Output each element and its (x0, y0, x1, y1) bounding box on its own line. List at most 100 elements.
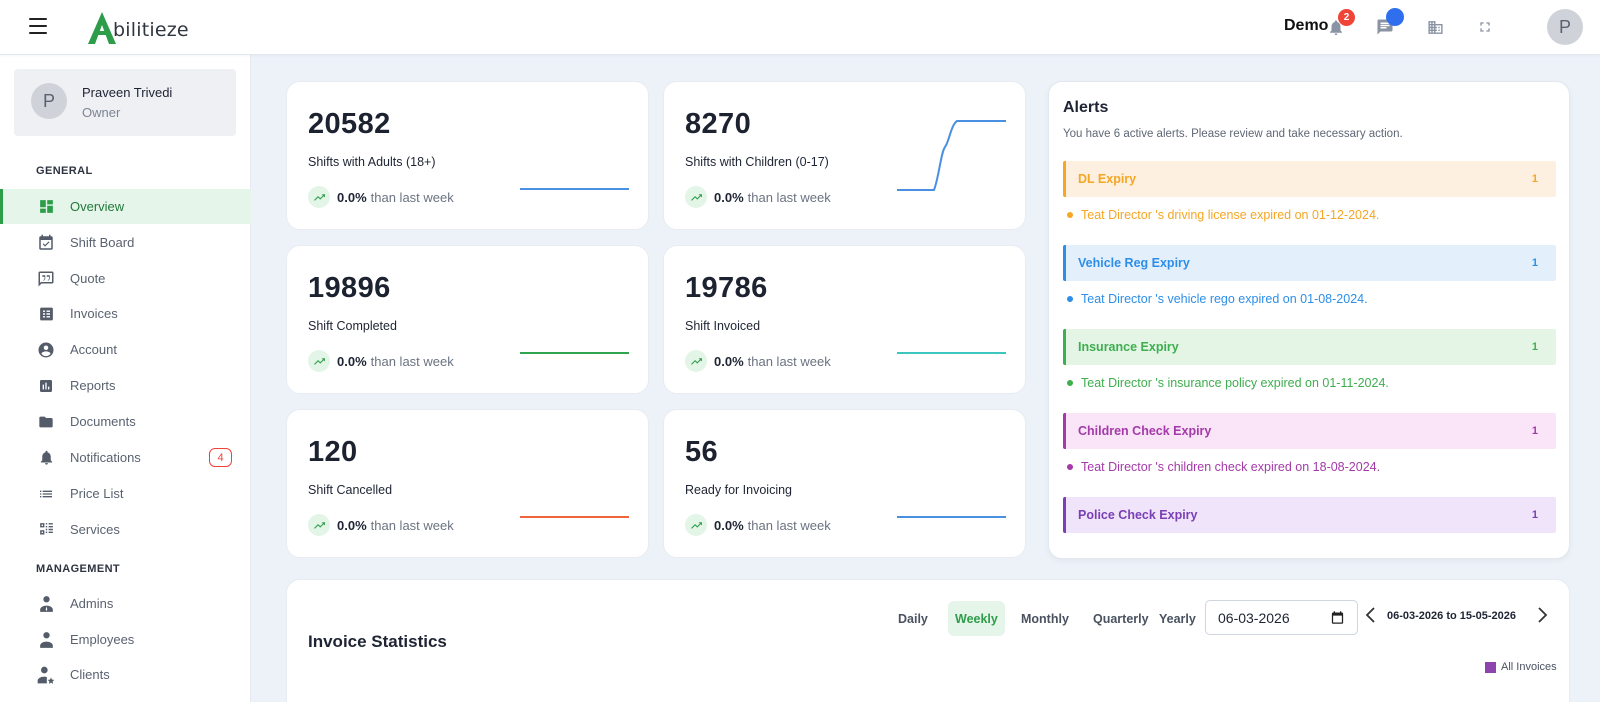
sparkline (897, 352, 1006, 354)
sidebar-item-admins[interactable]: Admins (0, 586, 251, 621)
trending-up-icon (308, 514, 330, 536)
sidebar-item-documents[interactable]: Documents (0, 404, 251, 439)
sidebar-item-shift-board[interactable]: Shift Board (0, 225, 251, 260)
chevron-right-icon[interactable] (1536, 607, 1548, 623)
stat-change: 0.0% (714, 189, 744, 205)
date-input[interactable]: 06-03-2026 (1205, 600, 1358, 635)
stat-card-ready-for-invoicing[interactable]: 56 Ready for Invoicing 0.0% than last we… (663, 409, 1026, 558)
alert-group-title: Insurance Expiry (1078, 340, 1179, 354)
sidebar: P Praveen Trivedi Owner GENERAL Overview… (0, 55, 251, 702)
chevron-left-icon[interactable] (1365, 607, 1377, 623)
period-monthly[interactable]: Monthly (1021, 611, 1069, 626)
sidebar-item-reports[interactable]: Reports (0, 368, 251, 403)
trending-up-icon (308, 186, 330, 208)
profile-name: Praveen Trivedi (82, 85, 173, 100)
bell-icon (36, 448, 56, 468)
fullscreen-icon[interactable] (1472, 14, 1498, 40)
sidebar-item-employees[interactable]: Employees (0, 622, 251, 657)
alert-group-insurance-expiry[interactable]: Insurance Expiry 1 (1063, 329, 1556, 365)
alert-message: Teat Director 's driving license expired… (1081, 208, 1380, 222)
sidebar-item-label: Employees (70, 632, 135, 647)
stat-change-text: than last week (370, 353, 454, 369)
avatar: P (31, 83, 67, 119)
trending-up-icon (685, 514, 707, 536)
bullet-dot (1067, 296, 1073, 302)
account-circle-icon (36, 340, 56, 360)
sidebar-item-invoices[interactable]: Invoices (0, 296, 251, 331)
logo[interactable]: bilitieze (88, 10, 189, 44)
stat-value: 120 (308, 436, 358, 468)
stat-label: Shift Completed (308, 319, 397, 333)
trending-up-icon (685, 186, 707, 208)
chat-icon[interactable] (1372, 8, 1404, 40)
notification-badge: 2 (1338, 9, 1355, 26)
alert-group-police-check-expiry[interactable]: Police Check Expiry 1 (1063, 497, 1556, 533)
stat-card-cancelled[interactable]: 120 Shift Cancelled 0.0% than last week (286, 409, 649, 558)
stat-label: Shifts with Children (0-17) (685, 155, 829, 169)
alert-group-title: Children Check Expiry (1078, 424, 1212, 438)
stat-change: 0.0% (714, 517, 744, 533)
profile-card[interactable]: P Praveen Trivedi Owner (14, 69, 236, 136)
user-avatar[interactable]: P (1547, 9, 1583, 45)
sidebar-item-notifications[interactable]: Notifications 4 (0, 440, 251, 475)
sparkline (520, 188, 629, 190)
stat-label: Shift Cancelled (308, 483, 393, 497)
building-icon[interactable] (1422, 14, 1448, 40)
period-quarterly[interactable]: Quarterly (1093, 611, 1149, 626)
sidebar-item-label: Invoices (70, 306, 118, 321)
alert-item[interactable]: Teat Director 's driving license expired… (1067, 208, 1379, 222)
client-icon (36, 665, 56, 685)
stat-card-completed[interactable]: 19896 Shift Completed 0.0% than last wee… (286, 245, 649, 394)
menu-icon[interactable] (29, 18, 47, 34)
sidebar-item-label: Quote (70, 271, 106, 286)
alert-group-dl-expiry[interactable]: DL Expiry 1 (1063, 161, 1556, 197)
stat-card-children[interactable]: 8270 Shifts with Children (0-17) 0.0% th… (663, 81, 1026, 230)
profile-role: Owner (82, 105, 121, 120)
bullet-dot (1067, 464, 1073, 470)
sidebar-item-quote[interactable]: Quote (0, 261, 251, 296)
sidebar-item-price-list[interactable]: Price List (0, 476, 251, 511)
sidebar-item-label: Account (70, 342, 117, 357)
stat-change: 0.0% (337, 517, 367, 533)
alerts-title: Alerts (1063, 99, 1109, 116)
stat-change: 0.0% (714, 353, 744, 369)
sidebar-item-clients[interactable]: Clients (0, 657, 251, 692)
user-name[interactable]: Demo (1284, 17, 1329, 34)
calendar-icon[interactable] (1330, 610, 1345, 625)
stat-trend: 0.0% than last week (685, 350, 831, 372)
period-daily[interactable]: Daily (898, 611, 928, 626)
alert-group-count: 1 (1531, 173, 1538, 185)
admin-icon (36, 594, 56, 614)
alert-group-count: 1 (1531, 341, 1538, 353)
alert-group-children-check-expiry[interactable]: Children Check Expiry 1 (1063, 413, 1556, 449)
period-yearly[interactable]: Yearly (1159, 611, 1196, 626)
notifications-bell-icon[interactable]: 2 (1323, 9, 1355, 40)
stat-value: 19896 (308, 272, 391, 304)
stat-change-text: than last week (370, 189, 454, 205)
alert-item[interactable]: Teat Director 's children check expired … (1067, 460, 1380, 474)
stat-card-adults[interactable]: 20582 Shifts with Adults (18+) 0.0% than… (286, 81, 649, 230)
alert-item[interactable]: Teat Director 's insurance policy expire… (1067, 376, 1389, 390)
period-weekly[interactable]: Weekly (948, 601, 1005, 636)
stat-trend: 0.0% than last week (308, 514, 454, 536)
trending-up-icon (685, 350, 707, 372)
calendar-check-icon (36, 233, 56, 253)
trending-up-icon (308, 350, 330, 372)
stat-label: Shift Invoiced (685, 319, 761, 333)
stat-value: 8270 (685, 108, 752, 140)
alert-group-count: 1 (1531, 425, 1538, 437)
stat-change: 0.0% (337, 353, 367, 369)
stat-value: 20582 (308, 108, 391, 140)
sidebar-item-label: Clients (70, 667, 110, 682)
stat-card-invoiced[interactable]: 19786 Shift Invoiced 0.0% than last week (663, 245, 1026, 394)
sidebar-item-services[interactable]: Services (0, 512, 251, 547)
chart-legend[interactable]: All Invoices (1485, 661, 1557, 673)
alert-group-vehicle-reg-expiry[interactable]: Vehicle Reg Expiry 1 (1063, 245, 1556, 281)
legend-label: All Invoices (1501, 661, 1557, 673)
alert-message: Teat Director 's vehicle rego expired on… (1081, 292, 1368, 306)
sidebar-item-overview[interactable]: Overview (0, 189, 251, 224)
invoice-statistics-title: Invoice Statistics (308, 632, 447, 651)
sparkline (520, 352, 629, 354)
alert-item[interactable]: Teat Director 's vehicle rego expired on… (1067, 292, 1368, 306)
sidebar-item-account[interactable]: Account (0, 332, 251, 367)
